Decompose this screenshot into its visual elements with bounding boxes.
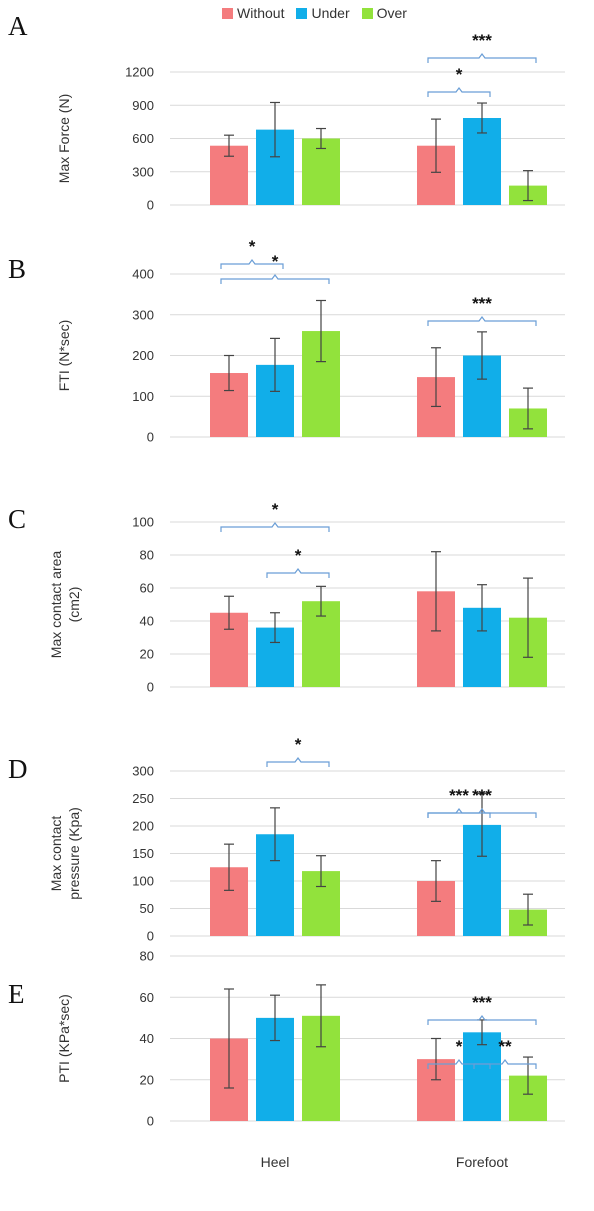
significance-bracket: [427, 808, 491, 818]
y-tick-label: 20: [140, 1072, 154, 1087]
panel-letter-c: C: [8, 504, 26, 534]
y-tick-label: 1200: [125, 65, 154, 80]
y-tick-label: 100: [132, 874, 154, 889]
significance-stars: ***: [472, 786, 492, 805]
bar-under-forefoot: [463, 1032, 501, 1121]
significance-bracket: [473, 1059, 537, 1069]
significance-bracket: [427, 87, 491, 97]
y-tick-label: 100: [132, 515, 154, 530]
legend-item-under: Under: [296, 5, 350, 21]
y-tick-label: 0: [147, 680, 154, 695]
significance-stars: ***: [472, 294, 492, 313]
legend-label-under: Under: [311, 5, 350, 21]
y-tick-label: 60: [140, 990, 154, 1005]
legend-swatch-without: [222, 7, 233, 19]
y-axis-label: PTI (KPa*sec): [56, 994, 72, 1083]
legend-swatch-under: [296, 7, 308, 19]
panel-letter-a: A: [8, 11, 28, 41]
y-tick-label: 60: [140, 581, 154, 596]
significance-bracket: [220, 259, 284, 269]
y-axis-label: Max contact pressure (Kpa): [48, 807, 82, 900]
y-axis-label-line: FTI (N*sec): [56, 320, 72, 392]
significance-bracket: [427, 316, 537, 326]
significance-stars: *: [295, 735, 302, 754]
y-tick-label: 200: [132, 348, 154, 363]
legend-label-without: Without: [237, 5, 285, 21]
y-axis-label-line: pressure (Kpa): [66, 807, 82, 900]
significance-bracket: [266, 757, 330, 767]
y-axis-label: Max Force (N): [56, 94, 72, 183]
significance-stars: *: [456, 65, 463, 84]
y-axis-label-line: Max contact area: [48, 551, 64, 659]
significance-stars: ***: [449, 786, 469, 805]
significance-stars: *: [295, 546, 302, 565]
y-tick-label: 0: [147, 198, 154, 213]
significance-stars: ***: [495, 0, 515, 4]
panel-letter-b: B: [8, 254, 26, 284]
y-tick-label: 40: [140, 1031, 154, 1046]
significance-bracket: [427, 53, 537, 63]
panel-letter-d: D: [8, 754, 28, 784]
y-tick-label: 0: [147, 1114, 154, 1129]
y-tick-label: 250: [132, 791, 154, 806]
y-axis-label-line: (cm2): [66, 587, 82, 623]
significance-stars: *: [456, 1037, 463, 1056]
significance-stars: **: [498, 1037, 512, 1056]
significance-stars: ***: [472, 31, 492, 50]
y-tick-label: 300: [132, 307, 154, 322]
y-axis-label-line: Max contact: [48, 816, 64, 892]
y-tick-label: 80: [140, 548, 154, 563]
significance-stars: *: [272, 500, 279, 519]
y-tick-label: 300: [132, 164, 154, 179]
legend-label-over: Over: [376, 5, 407, 21]
significance-stars: *: [272, 252, 279, 271]
legend-swatch-over: [361, 7, 373, 19]
y-axis-label: FTI (N*sec): [56, 320, 72, 392]
significance-bracket: [266, 568, 330, 578]
y-tick-label: 20: [140, 647, 154, 662]
significance-stars: ***: [495, 0, 515, 4]
y-tick-label: 50: [140, 901, 154, 916]
significance-stars: ***: [472, 993, 492, 1012]
y-tick-label: 150: [132, 846, 154, 861]
legend-item-without: Without: [222, 5, 284, 21]
legend-item-over: Over: [361, 5, 407, 21]
y-tick-label: 900: [132, 98, 154, 113]
significance-bracket: [220, 274, 330, 284]
y-tick-label: 100: [132, 389, 154, 404]
y-axis-label: Max contact area (cm2): [48, 551, 82, 659]
y-tick-label: 0: [147, 430, 154, 445]
y-tick-label: 200: [132, 819, 154, 834]
y-tick-label: 0: [147, 929, 154, 944]
y-tick-label: 600: [132, 131, 154, 146]
y-tick-label: 400: [132, 267, 154, 282]
y-axis-label-line: Max Force (N): [56, 94, 72, 183]
significance-bracket: [427, 1015, 537, 1025]
significance-bracket: [220, 522, 330, 532]
legend: Without Under Over: [222, 2, 419, 24]
significance-stars: *: [249, 237, 256, 256]
y-tick-label: 40: [140, 614, 154, 629]
x-category-label-heel: Heel: [261, 1154, 290, 1170]
significance-stars: *: [479, 0, 486, 4]
bar-over-heel: [302, 138, 340, 205]
y-axis-label-line: PTI (KPa*sec): [56, 994, 72, 1083]
panel-letter-e: E: [8, 979, 25, 1009]
y-tick-label: 80: [140, 949, 154, 964]
x-category-label-forefoot: Forefoot: [456, 1154, 508, 1170]
y-tick-label: 300: [132, 764, 154, 779]
